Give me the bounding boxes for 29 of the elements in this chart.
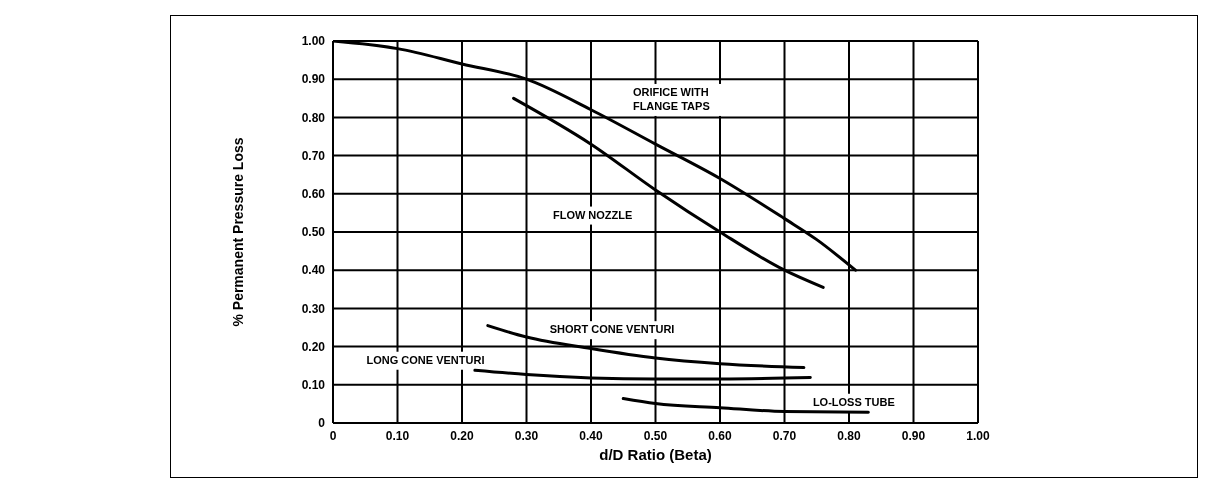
y-tick-label: 0.20 [301, 339, 326, 354]
y-tick-label: 0.50 [301, 225, 326, 240]
x-tick-label: 0 [329, 428, 337, 443]
x-tick-label: 1.00 [966, 428, 990, 443]
text: FLOW NOZZLE [552, 208, 633, 221]
series-label: LONG CONE VENTURI [366, 353, 485, 366]
y-axis-title: % Permanent Pressure Loss [230, 137, 246, 327]
x-axis-title: d/D Ratio (Beta) [599, 446, 712, 463]
x-tick-label: 0.90 [901, 428, 926, 443]
x-tick-label: 0.50 [643, 428, 668, 443]
y-tick-label: 0.10 [301, 378, 326, 393]
x-tick-label: 0.10 [385, 428, 410, 443]
series-label: ORIFICE WITH FLANGE TAPS [632, 85, 710, 112]
y-tick-label: 0.80 [301, 110, 326, 125]
y-tick-label: 0.40 [301, 263, 326, 278]
x-tick-label: 0.20 [450, 428, 474, 443]
series-label: LO-LOSS TUBE [812, 395, 895, 408]
y-tick-label: 0.70 [301, 148, 326, 163]
x-tick-label: 0.40 [579, 428, 603, 443]
x-tick-label: 0.60 [708, 428, 732, 443]
y-tick-label: 0.30 [301, 301, 326, 316]
y-tick-label: 1.00 [301, 34, 326, 49]
y-tick-label: 0 [318, 416, 326, 431]
x-tick-label: 0.80 [837, 428, 861, 443]
x-tick-label: 0.30 [514, 428, 539, 443]
x-tick-label: 0.70 [772, 428, 797, 443]
y-tick-label: 0.90 [301, 72, 326, 87]
y-tick-label: 0.60 [301, 187, 326, 202]
series-label: SHORT CONE VENTURI [549, 323, 675, 336]
